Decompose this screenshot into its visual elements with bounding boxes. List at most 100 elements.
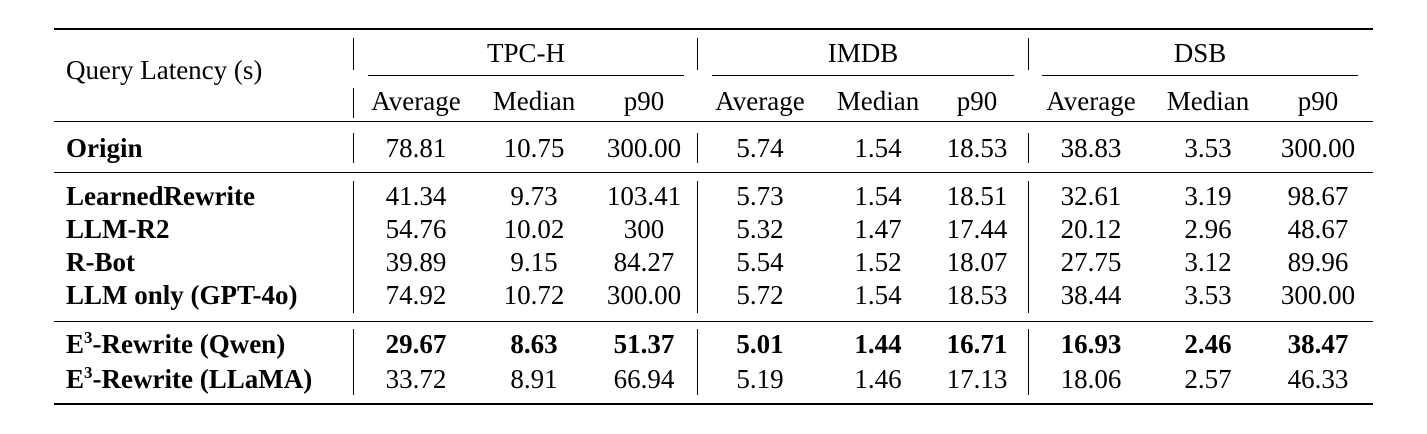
cell-value: 74.92 (385, 280, 447, 310)
subheader-average: Average (1046, 86, 1136, 116)
subheader-average: Average (371, 86, 461, 116)
subheader-average: Average (715, 86, 805, 116)
cell-value: 39.89 (385, 247, 447, 277)
cell-value: 18.06 (1060, 364, 1122, 394)
subheader-p90: p90 (956, 86, 998, 116)
baseline-separator (697, 181, 698, 313)
cell-value: 27.75 (1060, 247, 1122, 277)
subheader-p90: p90 (1297, 86, 1339, 116)
row-label-learnedrewrite: LearnedRewrite (66, 181, 255, 211)
cell-value: 5.54 (736, 247, 784, 277)
cell-value: 1.52 (854, 247, 902, 277)
origin-separator (1028, 133, 1029, 163)
cell-value: 18.53 (946, 280, 1008, 310)
cell-value-best: 38.47 (1287, 329, 1349, 359)
cell-value-best: 1.44 (854, 329, 902, 359)
cell-value: 5.32 (736, 214, 784, 244)
row-label-origin: Origin (66, 133, 143, 163)
cell-value: 84.27 (613, 247, 675, 277)
cell-value: 5.72 (736, 280, 784, 310)
cell-value: 8.91 (510, 364, 558, 394)
imdb-underline (712, 75, 1014, 76)
cell-value: 2.96 (1184, 214, 1232, 244)
cell-value: 2.57 (1184, 364, 1232, 394)
header-separator (697, 38, 698, 70)
cell-value: 3.12 (1184, 247, 1232, 277)
ours-separator (1028, 329, 1029, 395)
cell-value: 18.53 (946, 133, 1008, 163)
cell-value: 300.00 (606, 133, 682, 163)
cell-value: 1.47 (854, 214, 902, 244)
cell-value: 17.44 (946, 214, 1008, 244)
cell-value: 300.00 (1280, 280, 1356, 310)
row-label-e3-rewrite-qwen: E3-Rewrite (Qwen) (66, 328, 286, 359)
group-header-dsb: DSB (1173, 38, 1227, 68)
cell-value: 300.00 (606, 280, 682, 310)
cell-value: 3.53 (1184, 280, 1232, 310)
cell-value-best: 16.71 (946, 329, 1008, 359)
baseline-separator (1028, 181, 1029, 313)
bottom-rule (54, 403, 1373, 405)
cell-value: 1.54 (854, 133, 902, 163)
cell-value: 5.19 (736, 364, 784, 394)
subheader-separator (353, 88, 354, 118)
origin-separator (697, 133, 698, 163)
ours-separator (353, 329, 354, 395)
subheader-p90: p90 (623, 86, 665, 116)
cell-value: 9.73 (510, 181, 558, 211)
cell-value: 300 (623, 214, 665, 244)
cell-value: 300.00 (1280, 133, 1356, 163)
cell-value: 98.67 (1287, 181, 1349, 211)
cell-value: 18.07 (946, 247, 1008, 277)
cell-value: 89.96 (1287, 247, 1349, 277)
row-label-r-bot: R-Bot (66, 247, 135, 277)
tpch-underline (368, 75, 684, 76)
cell-value: 18.51 (946, 181, 1008, 211)
cell-value: 66.94 (613, 364, 675, 394)
origin-rule (54, 172, 1373, 173)
dsb-underline (1042, 75, 1358, 76)
corner-label: Query Latency (s) (66, 55, 263, 85)
ours-separator (697, 329, 698, 395)
cell-value: 5.74 (736, 133, 784, 163)
header-separator (1028, 38, 1029, 70)
group-header-imdb: IMDB (827, 38, 899, 68)
cell-value: 46.33 (1287, 364, 1349, 394)
cell-value: 32.61 (1060, 181, 1122, 211)
cell-value: 10.72 (503, 280, 565, 310)
cell-value: 41.34 (385, 181, 447, 211)
group-header-tpch: TPC-H (486, 38, 566, 68)
cell-value: 10.75 (503, 133, 565, 163)
cell-value: 54.76 (385, 214, 447, 244)
cell-value: 10.02 (503, 214, 565, 244)
cell-value: 3.53 (1184, 133, 1232, 163)
row-label-llm-r2: LLM-R2 (66, 214, 170, 244)
cell-value: 38.83 (1060, 133, 1122, 163)
top-rule (54, 28, 1373, 30)
cell-value-best: 29.67 (385, 329, 447, 359)
cell-value-best: 8.63 (510, 329, 558, 359)
cell-value: 48.67 (1287, 214, 1349, 244)
cell-value: 20.12 (1060, 214, 1122, 244)
baseline-separator (353, 181, 354, 313)
cell-value: 33.72 (385, 364, 447, 394)
cell-value-best: 51.37 (613, 329, 675, 359)
cell-value: 38.44 (1060, 280, 1122, 310)
cell-value: 3.19 (1184, 181, 1232, 211)
header-separator (353, 38, 354, 70)
cell-value-best: 16.93 (1060, 329, 1122, 359)
baseline-rule (54, 321, 1373, 322)
origin-separator (353, 133, 354, 163)
cell-value: 17.13 (946, 364, 1008, 394)
cell-value: 1.54 (854, 181, 902, 211)
cell-value: 5.73 (736, 181, 784, 211)
cell-value: 1.46 (854, 364, 902, 394)
cell-value: 103.41 (606, 181, 682, 211)
row-label-llm-only: LLM only (GPT-4o) (66, 280, 298, 310)
cell-value: 1.54 (854, 280, 902, 310)
cell-value-best: 5.01 (736, 329, 784, 359)
subheader-median: Median (492, 86, 576, 116)
cell-value-best: 2.46 (1184, 329, 1232, 359)
subheader-median: Median (1166, 86, 1250, 116)
cell-value: 78.81 (385, 133, 447, 163)
